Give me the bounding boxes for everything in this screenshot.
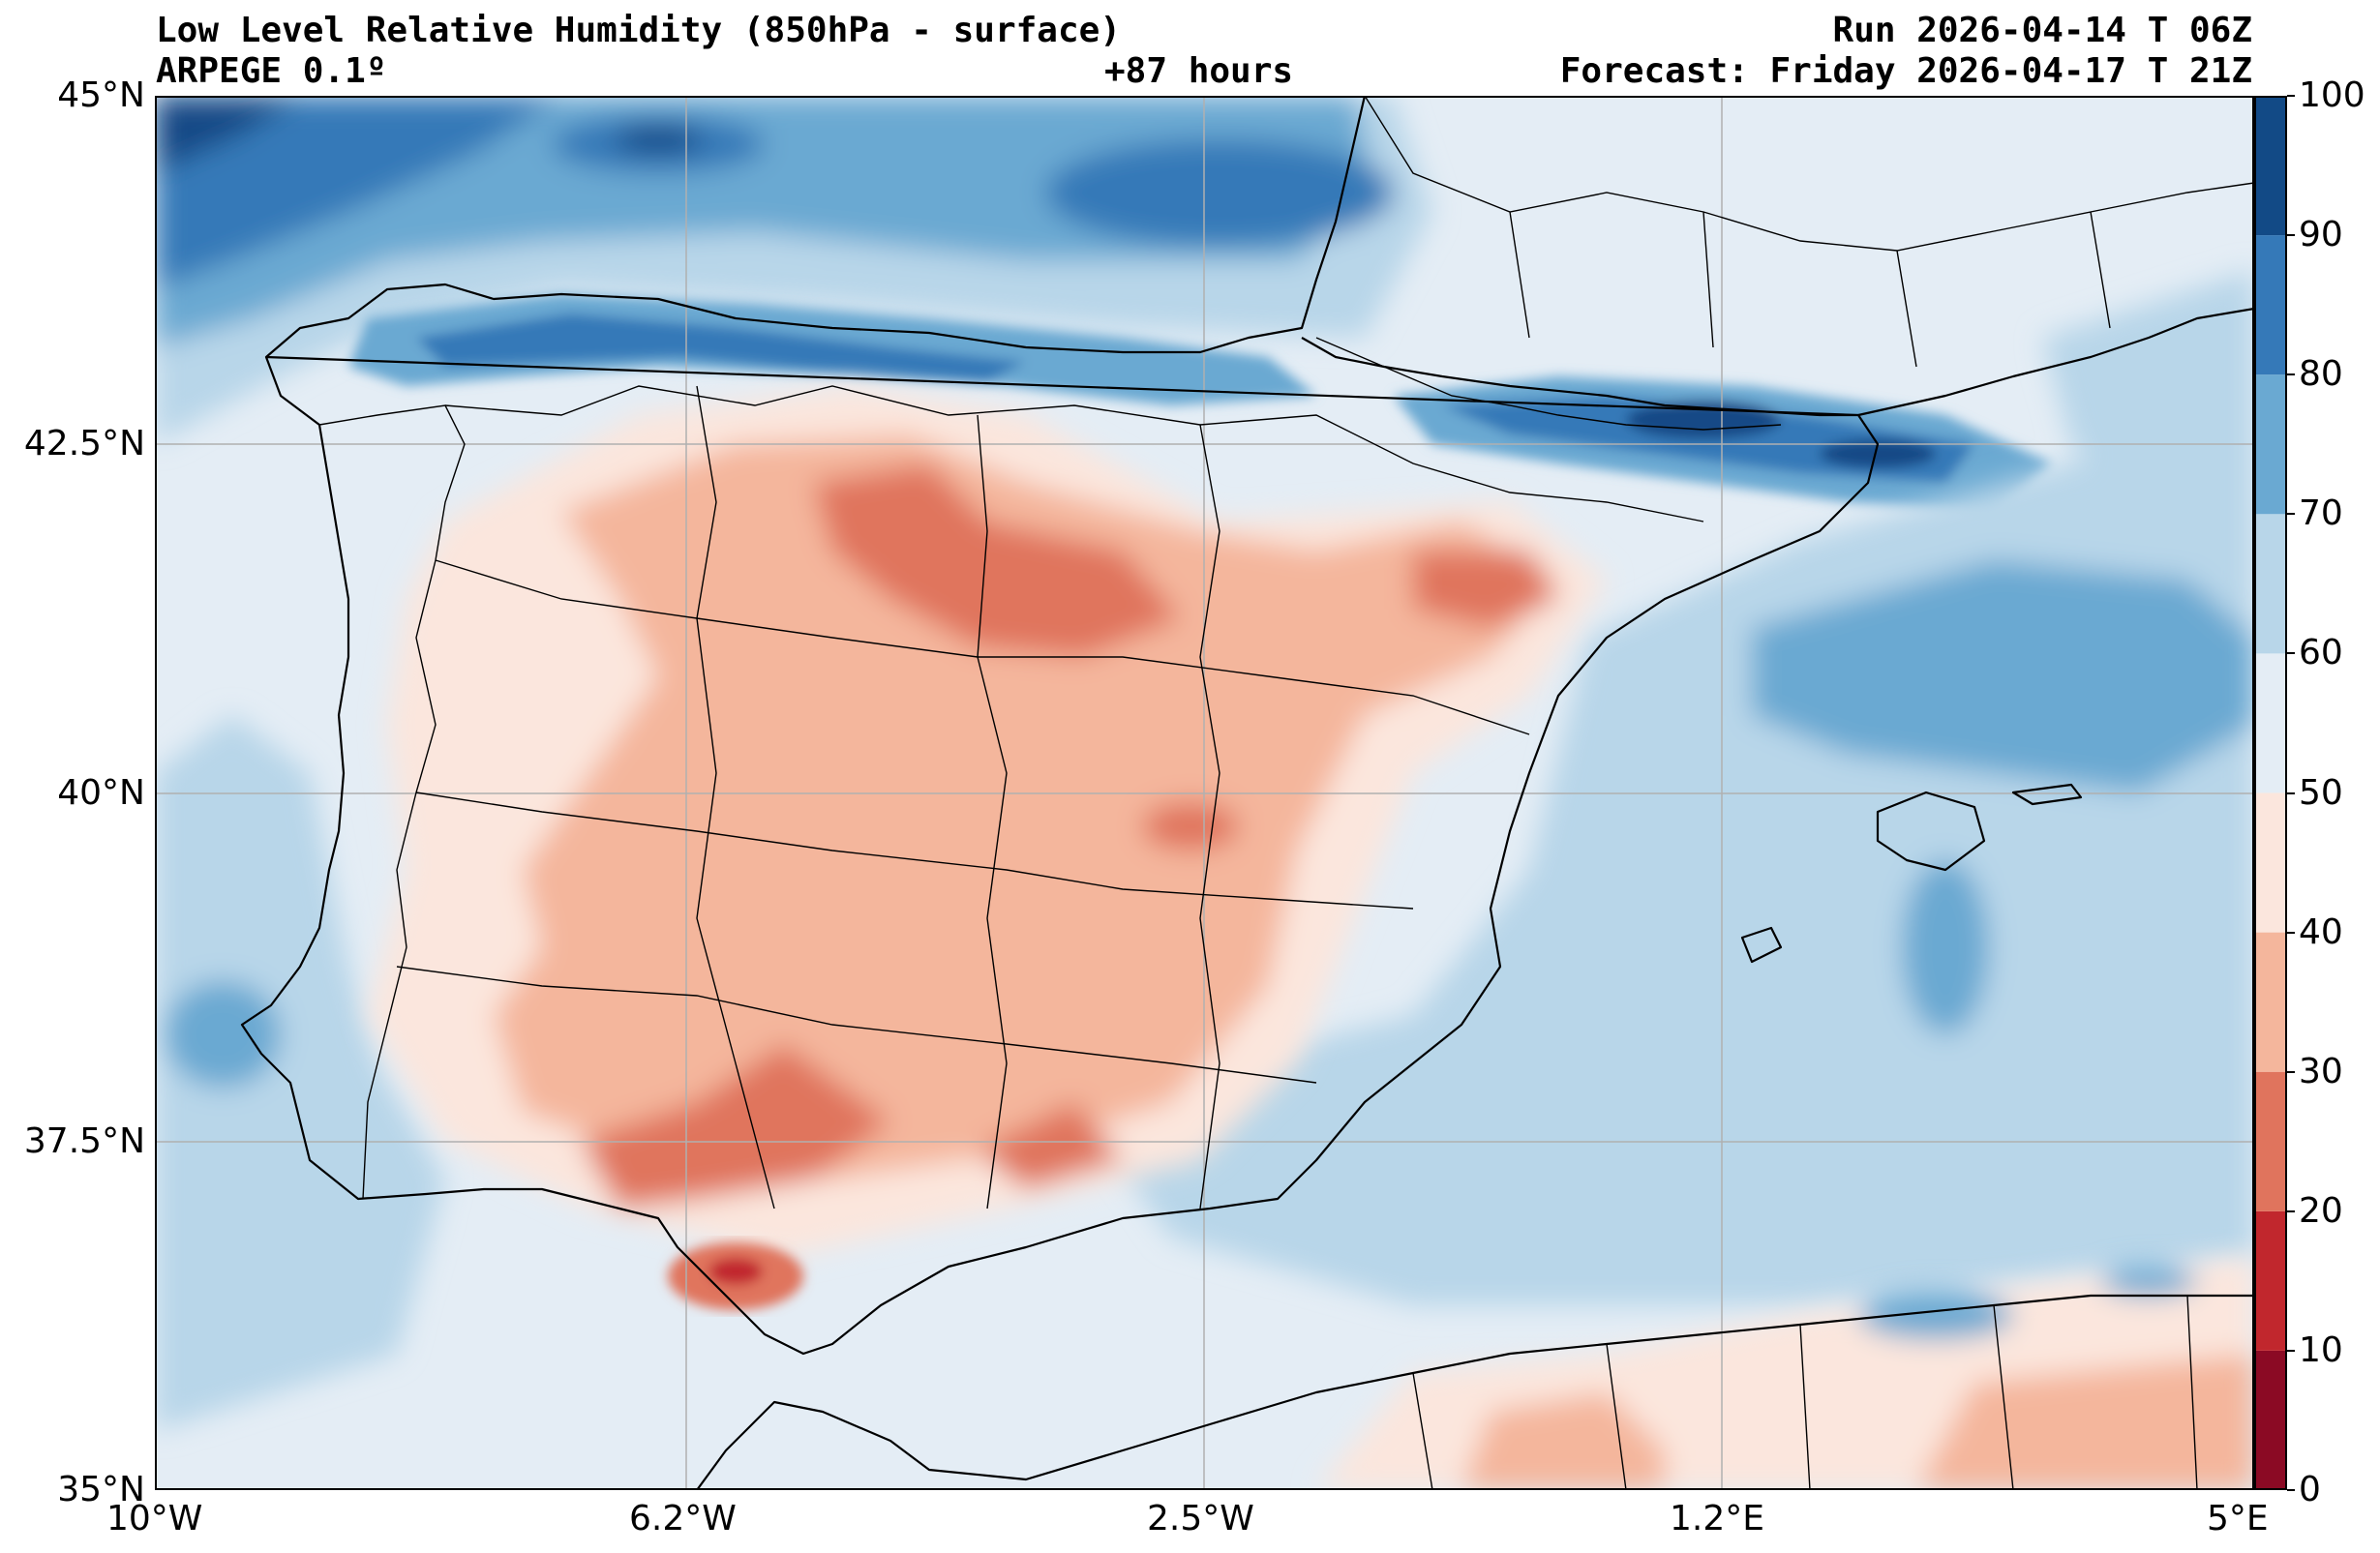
portugal-spain-border <box>318 404 466 1200</box>
colorbar-frame <box>2254 96 2287 1490</box>
lon-label-6-2w: 6.2°W <box>629 1499 737 1538</box>
colorbar-tick <box>2287 791 2295 794</box>
colorbar-tick-label: 90 <box>2299 215 2343 255</box>
colorbar-band <box>2254 96 2287 236</box>
colorbar-tick-label: 10 <box>2299 1329 2343 1370</box>
colorbar-band <box>2254 1210 2287 1351</box>
mallorca-island <box>1876 791 1986 872</box>
colorbar-band <box>2254 792 2287 933</box>
north-africa-coast <box>696 1294 2254 1490</box>
colorbar-tick <box>2287 513 2295 516</box>
colorbar-band <box>2254 932 2287 1072</box>
menorca-island <box>2011 783 2083 806</box>
lead-time: +87 hours <box>1104 51 1294 91</box>
colorbar-band <box>2254 1071 2287 1211</box>
model-name: ARPEGE 0.1º <box>156 51 387 91</box>
lon-label-1-2e: 1.2°E <box>1670 1499 1764 1538</box>
algeria-provinces <box>1412 1295 2198 1490</box>
atlantic-portugal-field <box>155 715 445 1431</box>
humidity-map <box>155 96 2254 1490</box>
france-departments <box>1364 96 2254 368</box>
ibiza-island <box>1740 926 1783 964</box>
province-borders-meridian-c <box>1199 424 1220 1210</box>
lat-label-42-5n: 42.5°N <box>23 424 145 463</box>
colorbar-tick-label: 0 <box>2299 1470 2321 1509</box>
colorbar-band <box>2254 1350 2287 1490</box>
colorbar-tick <box>2287 652 2295 655</box>
north-africa-field <box>1316 1257 2254 1490</box>
france-coast <box>1857 307 2254 417</box>
colorbar-tick <box>2287 1349 2295 1352</box>
colorbar-tick-label: 60 <box>2299 633 2343 673</box>
run-time: Run 2026-04-14 T 06Z <box>1832 11 2252 50</box>
colorbar-tick <box>2287 931 2295 934</box>
colorbar-tick-label: 40 <box>2299 911 2343 952</box>
coastlines <box>240 96 2254 1490</box>
colorbar-tick <box>2287 1489 2295 1491</box>
colorbar-tick-label: 20 <box>2299 1190 2343 1231</box>
colorbar-band <box>2254 374 2287 515</box>
colorbar-tick <box>2287 234 2295 237</box>
cantabrian-moist-band <box>348 294 1316 405</box>
colorbar-tick-label: 100 <box>2299 75 2365 115</box>
gridlines <box>155 96 2254 1490</box>
colorbar-tick <box>2287 1210 2295 1212</box>
mediterranean-moist-field <box>1103 270 2254 1305</box>
map-frame <box>155 96 2254 1490</box>
colorbar-tick <box>2287 373 2295 376</box>
colorbar-tick-label: 50 <box>2299 772 2343 813</box>
lat-label-40n: 40°N <box>57 773 145 813</box>
province-borders-meridian-a <box>696 385 775 1210</box>
colorbar-band <box>2254 514 2287 654</box>
colorbar-tick-label: 80 <box>2299 354 2343 395</box>
humidity-colorbar <box>2254 96 2287 1490</box>
province-borders-south <box>415 791 1414 910</box>
iberian-dry-field <box>368 386 1607 1257</box>
lon-label-5e: 5°E <box>2207 1499 2269 1538</box>
colorbar-band <box>2254 653 2287 793</box>
lat-label-37-5n: 37.5°N <box>23 1121 145 1161</box>
map-title: Low Level Relative Humidity (850hPa - su… <box>156 11 1121 50</box>
lon-label-2-5w: 2.5°W <box>1147 1499 1254 1538</box>
iberia-coastline <box>240 96 1880 1356</box>
administrative-borders <box>318 96 2254 1490</box>
province-borders-andalusia <box>396 966 1317 1084</box>
province-borders-north <box>444 385 1704 523</box>
province-borders-meridian-b <box>977 414 1008 1210</box>
colorbar-tick-label: 30 <box>2299 1051 2343 1091</box>
colorbar-band <box>2254 235 2287 375</box>
colorbar-tick <box>2287 1070 2295 1073</box>
lat-label-45n: 45°N <box>57 75 145 115</box>
colorbar-tick-label: 70 <box>2299 493 2343 534</box>
lat-label-35n: 35°N <box>57 1470 145 1509</box>
forecast-time: Forecast: Friday 2026-04-17 T 21Z <box>1559 51 2252 91</box>
lon-label-10w: 10°W <box>106 1499 203 1538</box>
spain-france-border-inland <box>1315 337 1782 431</box>
cadiz-driest-core <box>668 1242 803 1310</box>
colorbar-tick <box>2287 95 2295 97</box>
biscay-moisture-field <box>155 96 1432 444</box>
